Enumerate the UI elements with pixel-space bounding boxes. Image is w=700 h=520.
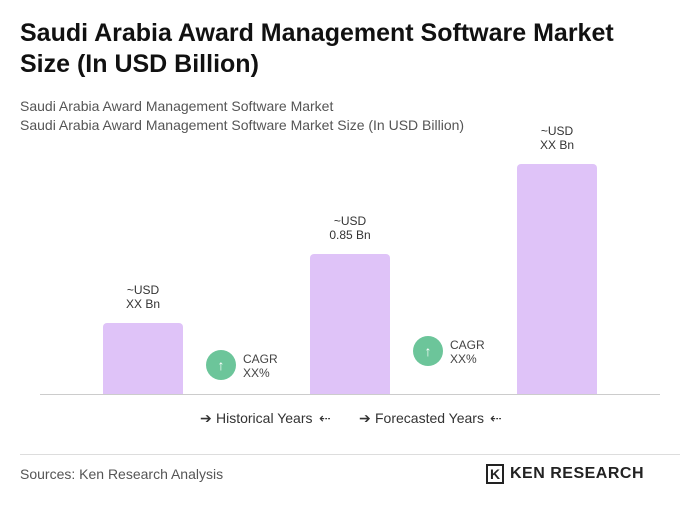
data-label: ~USD XX Bn bbox=[125, 283, 161, 312]
cagr-label: CAGR XX% bbox=[243, 352, 278, 380]
legend-label: Forecasted Years bbox=[375, 410, 484, 426]
legend-label: Historical Years bbox=[216, 410, 313, 426]
baseline bbox=[40, 394, 660, 395]
separator bbox=[20, 454, 680, 455]
subtitle: Saudi Arabia Award Management Software M… bbox=[20, 117, 465, 133]
cagr-icon: ↑ bbox=[206, 350, 236, 380]
chart-title: Saudi Arabia Award Management Software M… bbox=[20, 19, 614, 78]
legend-arrow: ➔ bbox=[200, 410, 212, 426]
subtitle: Saudi Arabia Award Management Software M… bbox=[20, 98, 334, 114]
bar bbox=[310, 254, 390, 394]
legend-arrow: ⇠ bbox=[319, 410, 331, 426]
legend-arrow: ➔ bbox=[359, 410, 371, 426]
logo: KEN RESEARCH bbox=[510, 465, 645, 482]
data-label: ~USD 0.85 Bn bbox=[329, 214, 371, 243]
bar bbox=[517, 164, 597, 394]
cagr-icon: ↑ bbox=[413, 336, 443, 366]
cagr-label: CAGR XX% bbox=[450, 338, 485, 366]
source: Sources: Ken Research Analysis bbox=[20, 466, 224, 482]
logo-icon: K bbox=[486, 464, 504, 484]
legend-arrow: ⇠ bbox=[490, 410, 502, 426]
data-label: ~USD XX Bn bbox=[539, 124, 575, 152]
bar bbox=[103, 323, 183, 394]
